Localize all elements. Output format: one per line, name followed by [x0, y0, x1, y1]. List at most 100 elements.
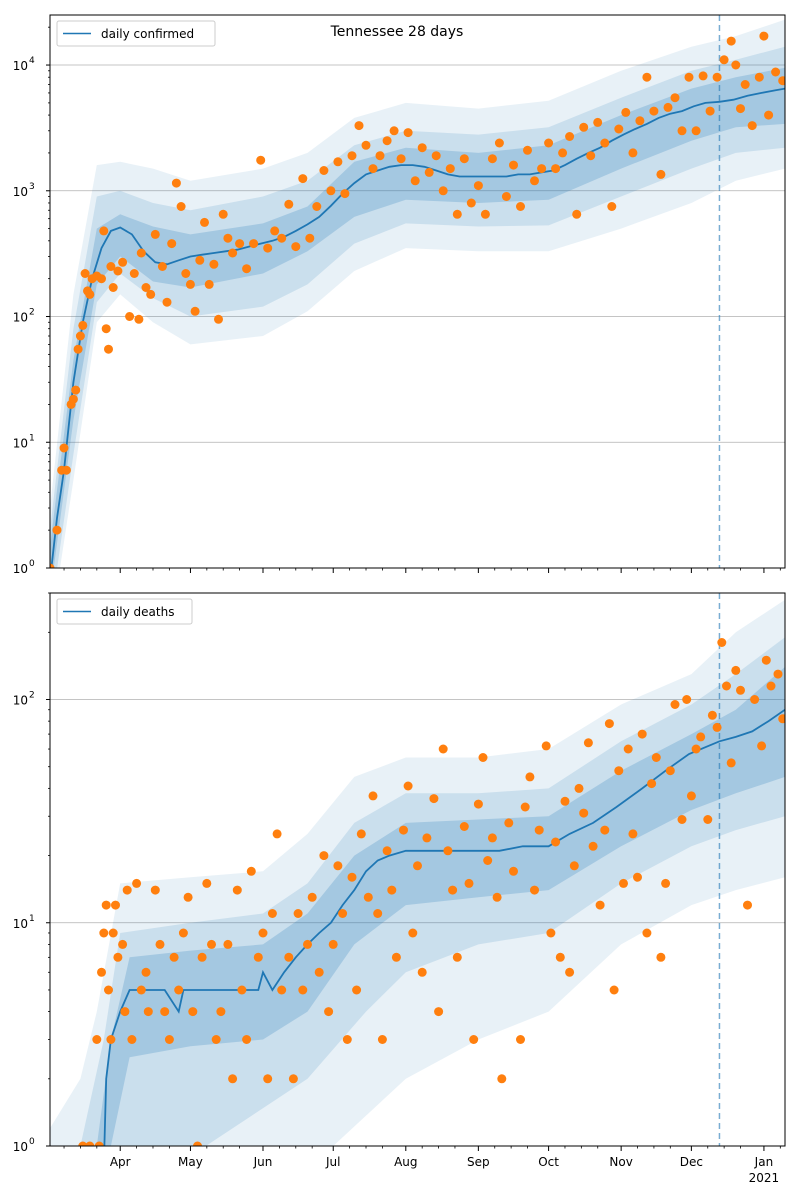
confirmed-data-point — [642, 72, 652, 82]
confirmed-ytick-exponent: 2 — [29, 308, 35, 318]
confirmed-data-point — [146, 289, 156, 299]
deaths-data-point — [232, 885, 242, 895]
confirmed-data-point — [396, 154, 406, 164]
deaths-data-point — [328, 939, 338, 949]
deaths-data-point — [766, 681, 776, 691]
confirmed-data-point — [108, 283, 118, 292]
deaths-data-point — [307, 892, 317, 902]
confirmed-data-point — [389, 126, 399, 136]
deaths-data-point — [258, 928, 268, 938]
deaths-data-point — [677, 815, 687, 824]
confirmed-data-point — [249, 239, 259, 249]
confirmed-data-point — [523, 145, 532, 155]
deaths-data-point — [228, 1074, 238, 1084]
confirmed-data-point — [235, 239, 245, 249]
confirmed-data-point — [607, 202, 617, 211]
deaths-data-point — [459, 822, 469, 831]
deaths-data-point — [633, 872, 642, 882]
deaths-data-point — [665, 766, 675, 776]
confirmed-data-point — [410, 176, 420, 186]
confirmed-data-point — [200, 217, 209, 227]
deaths-data-point — [293, 909, 303, 918]
confirmed-data-point — [375, 151, 385, 161]
confirmed-data-point — [368, 164, 378, 174]
confirmed-data-point — [61, 465, 71, 475]
deaths-series — [103, 708, 785, 1146]
confirmed-data-point — [705, 106, 715, 116]
deaths-xtick-label: Sep — [467, 1155, 490, 1169]
confirmed-data-point — [218, 209, 228, 219]
deaths-data-point — [111, 900, 120, 910]
confirmed-data-point — [494, 138, 504, 148]
confirmed-data-point — [764, 110, 774, 120]
deaths-data-point — [150, 885, 160, 895]
deaths-data-point — [473, 799, 483, 809]
deaths-data-point — [120, 1007, 130, 1017]
confirmed-data-point — [136, 248, 146, 258]
confirmed-data-point — [509, 160, 518, 170]
deaths-line — [103, 708, 785, 1146]
deaths-data-point — [761, 655, 771, 665]
confirmed-data-point — [635, 116, 645, 126]
confirmed-ytick-exponent: 1 — [29, 433, 35, 443]
confirmed-data-point — [73, 344, 83, 354]
confirmed-data-point — [284, 199, 294, 209]
confirmed-data-point — [736, 104, 745, 114]
confirmed-data-point — [333, 157, 343, 167]
deaths-band — [80, 637, 785, 1146]
confirmed-data-point — [459, 154, 469, 164]
deaths-data-point — [118, 939, 128, 949]
deaths-data-point — [448, 885, 458, 895]
confirmed-data-point — [185, 279, 195, 289]
confirmed-points — [50, 31, 785, 568]
deaths-data-point — [223, 939, 233, 949]
deaths-data-point — [647, 779, 657, 789]
confirmed-data-point — [354, 121, 364, 131]
deaths-data-point — [530, 885, 539, 895]
deaths-data-point — [443, 846, 453, 856]
confirmed-data-point — [305, 233, 315, 243]
confirmed-data-point — [740, 80, 750, 89]
deaths-ytick-label: 10 — [13, 1140, 28, 1154]
deaths-data-point — [143, 1007, 153, 1017]
deaths-data-point — [363, 892, 373, 902]
confirmed-series — [50, 87, 785, 568]
deaths-data-point — [342, 1035, 352, 1044]
deaths-data-point — [178, 928, 188, 938]
deaths-data-point — [731, 665, 741, 675]
confirmed-data-point — [677, 126, 687, 136]
deaths-data-point — [614, 766, 624, 776]
confirmed-data-point — [778, 76, 785, 86]
confirmed-data-point — [516, 202, 525, 211]
confirmed-data-point — [466, 198, 476, 208]
confirmed-data-point — [698, 71, 708, 81]
deaths-data-point — [707, 710, 717, 720]
deaths-data-point — [193, 1141, 202, 1146]
confirmed-data-point — [141, 283, 151, 292]
deaths-ytick-label: 10 — [13, 694, 28, 708]
confirmed-data-point — [586, 151, 596, 161]
deaths-data-point — [216, 1007, 226, 1017]
deaths-data-point — [464, 878, 474, 888]
confirmed-data-point — [223, 233, 233, 243]
deaths-data-point — [197, 952, 207, 962]
deaths-data-point — [757, 741, 767, 751]
confirmed-legend: daily confirmed — [56, 20, 216, 47]
deaths-data-point — [670, 700, 680, 709]
confirmed-data-point — [340, 189, 350, 199]
deaths-data-point — [722, 681, 731, 691]
deaths-data-point — [656, 952, 666, 962]
confirmed-band — [50, 19, 785, 568]
deaths-data-point — [691, 744, 701, 754]
confirmed-data-point — [501, 192, 511, 201]
confirmed-data-point — [78, 320, 88, 330]
confirmed-data-point — [473, 181, 483, 191]
confirmed-data-point — [242, 264, 252, 274]
confirmed-data-point — [209, 259, 219, 269]
deaths-points — [78, 638, 785, 1146]
deaths-data-point — [712, 722, 722, 732]
confirmed-ytick-exponent: 0 — [29, 559, 35, 569]
